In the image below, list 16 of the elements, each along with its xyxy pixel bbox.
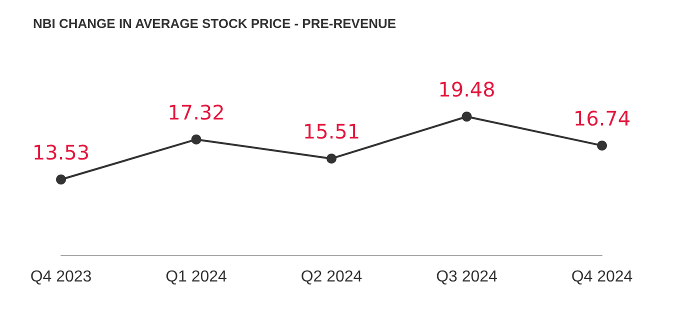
point (462, 112, 472, 122)
point (191, 134, 202, 144)
data-label: 16.74 (573, 106, 631, 131)
data-label: 15.51 (302, 120, 360, 144)
point (56, 174, 66, 185)
point (597, 140, 607, 151)
chart-title: NBI CHANGE IN AVERAGE STOCK PRICE - PRE-REVENUE (33, 16, 396, 31)
data-label: 17.32 (168, 100, 225, 124)
point (326, 154, 336, 164)
x-tick-label: Q3 2024 (436, 268, 498, 286)
data-label: 13.53 (32, 140, 90, 165)
x-tick-label: Q4 2023 (30, 268, 92, 286)
x-tick-label: Q4 2024 (571, 268, 633, 286)
x-tick-label: Q1 2024 (166, 268, 228, 286)
data-label: 19.48 (438, 78, 496, 102)
x-tick-label: Q2 2024 (300, 268, 362, 286)
